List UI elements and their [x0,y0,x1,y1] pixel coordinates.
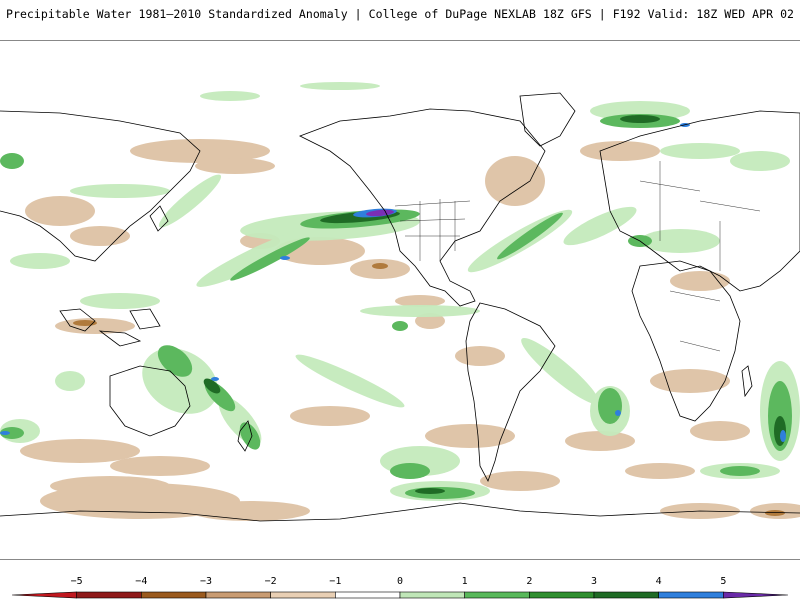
political-borders [394,161,761,352]
map-title: Precipitable Water 1981–2010 Standardize… [6,7,800,21]
colorbar-segment [11,591,77,599]
coastlines [0,92,800,522]
colorbar-tick-label: 1 [461,576,468,587]
colorbar-segment [723,591,789,599]
colorbar-tick-label: −4 [135,576,148,587]
colorbar-tick-label: 3 [590,576,598,587]
colorbar-segment [658,591,724,599]
colorbar-legend: −5 −4 −3 −2 −1 0 1 2 3 4 5 [0,566,800,600]
colorbar-tick-label: −1 [329,576,342,587]
colorbar-tick-label: −2 [264,576,277,587]
colorbar-segment [399,591,465,599]
colorbar-tick-label: −3 [199,576,213,587]
map-header: Precipitable Water 1981–2010 Standardize… [0,0,800,30]
colorbar-segment [205,591,271,599]
positive-anomaly-shading [0,82,800,501]
colorbar-segment [76,591,142,599]
colorbar-tick-label: 4 [655,576,662,587]
colorbar-tick-label: −5 [70,576,83,587]
colorbar-tick-label: 2 [526,576,533,587]
colorbar-segment [464,591,530,599]
colorbar-graphic [11,591,789,599]
colorbar-tick-label: 0 [396,576,404,587]
negative-anomaly-shading [20,139,800,521]
colorbar-segment [529,591,595,599]
extreme-positive-shading [0,123,786,442]
colorbar-tick-label: 5 [720,576,727,587]
anomaly-map [0,40,800,560]
colorbar-segment [593,591,659,599]
colorbar-segment [141,591,207,599]
colorbar-segment [335,591,401,599]
map-canvas [0,82,800,522]
colorbar-segment [270,591,336,599]
